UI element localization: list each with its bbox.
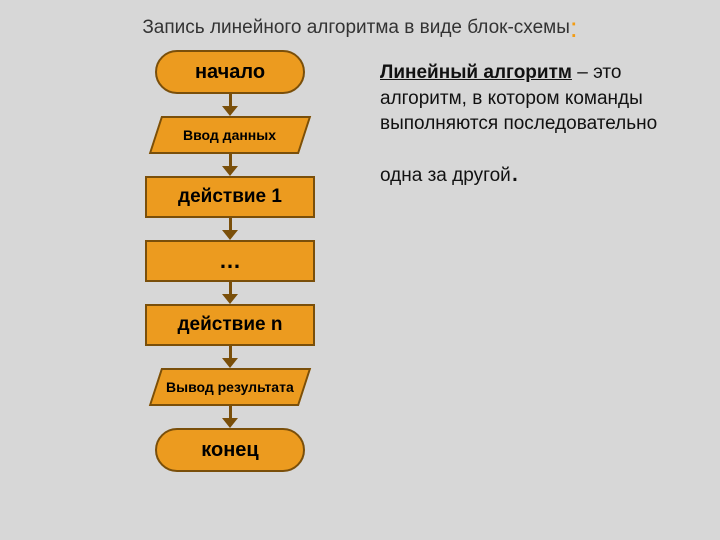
flow-node-label: Вывод результата	[166, 379, 294, 395]
flow-arrow	[222, 154, 238, 176]
title-text: Запись линейного алгоритма в виде блок-с…	[142, 17, 570, 38]
desc-term: Линейный алгоритм	[380, 62, 572, 83]
flow-node-act1: действие 1	[145, 176, 315, 218]
desc-dot: .	[511, 155, 519, 188]
flow-arrow	[222, 282, 238, 304]
page-title: Запись линейного алгоритма в виде блок-с…	[0, 12, 720, 44]
flow-arrow	[222, 94, 238, 116]
flow-node-label: Ввод данных	[183, 127, 276, 143]
description-panel: Линейный алгоритм – это алгоритм, в кото…	[380, 60, 680, 188]
desc-dash: –	[572, 62, 593, 83]
flow-node-input: Ввод данных	[149, 116, 311, 154]
flow-arrow	[222, 406, 238, 428]
desc-body2: одна за другой	[380, 165, 511, 186]
flow-arrow	[222, 218, 238, 240]
title-colon: :	[570, 12, 578, 43]
flow-arrow	[222, 346, 238, 368]
flow-node-actn: действие n	[145, 304, 315, 346]
flowchart-column: начало Ввод данных действие 1 … действие n Вы…	[100, 50, 360, 530]
flow-node-start: начало	[155, 50, 305, 94]
flow-node-end: конец	[155, 428, 305, 472]
flow-node-dots: …	[145, 240, 315, 282]
flow-node-output: Вывод результата	[149, 368, 311, 406]
